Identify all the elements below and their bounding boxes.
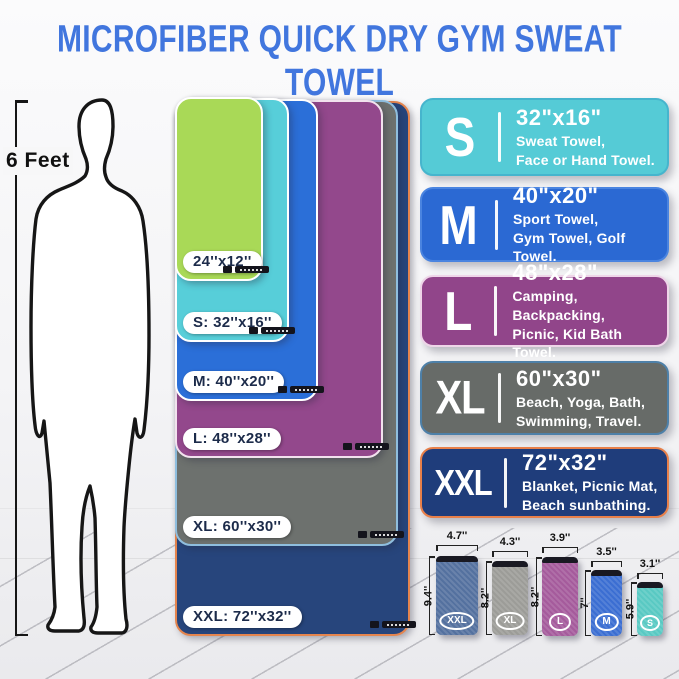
card-body: 60"x30" Beach, Yoga, Bath, Swimming, Tra… bbox=[501, 366, 645, 431]
card-letter: S bbox=[422, 106, 498, 167]
size-pill: XL: 60''x30'' bbox=[183, 516, 292, 538]
width-dimension: 4.3'' bbox=[492, 536, 528, 557]
card-size: 40"x20" bbox=[512, 182, 599, 208]
size-card-xl: XL 60"x30" Beach, Yoga, Bath, Swimming, … bbox=[420, 361, 669, 435]
card-size: 72"x32" bbox=[522, 450, 608, 476]
width-dimension: 4.7'' bbox=[436, 530, 478, 551]
card-desc-line1: Blanket, Picnic Mat, bbox=[522, 478, 658, 495]
width-dimension-label: 4.7'' bbox=[446, 530, 468, 542]
size-card-m: M 40"x20" Sport Towel, Gym Towel, Golf T… bbox=[420, 183, 669, 264]
card-letter-text: XL bbox=[435, 371, 485, 424]
width-dimension-label: 3.1'' bbox=[639, 558, 661, 570]
folded-towel-s: S bbox=[637, 582, 663, 636]
height-dimension: 7'' bbox=[579, 570, 591, 636]
brand-tag-icon bbox=[370, 621, 416, 628]
card-size: 48"x28" bbox=[512, 259, 598, 285]
width-dimension-label: 4.3'' bbox=[499, 536, 521, 548]
height-dimension: 9.4'' bbox=[422, 556, 435, 635]
folded-towel-l: L bbox=[542, 557, 578, 636]
card-divider bbox=[504, 457, 507, 508]
width-dimension: 3.9'' bbox=[542, 532, 578, 553]
card-divider bbox=[495, 199, 498, 250]
size-pill: XXL: 72''x32'' bbox=[183, 606, 302, 628]
folded-towel-label: L bbox=[548, 612, 572, 631]
height-dimension: 8.2'' bbox=[479, 561, 492, 635]
size-card-xxl: XXL 72"x32" Blanket, Picnic Mat, Beach s… bbox=[420, 447, 669, 518]
brand-tag-icon bbox=[249, 327, 295, 334]
height-dimension-label: 7'' bbox=[579, 597, 592, 609]
height-dimension: 8.2'' bbox=[529, 557, 542, 636]
folded-towel-m: M bbox=[591, 570, 622, 636]
brand-tag-icon bbox=[343, 443, 389, 450]
height-label: 6 Feet bbox=[3, 147, 73, 175]
card-divider bbox=[498, 373, 501, 423]
size-card-l: L 48"x28" Camping, Backpacking, Picnic, … bbox=[420, 260, 669, 360]
card-desc-line2: Beach sunbathing. bbox=[522, 497, 651, 513]
folded-towel-label: XXL bbox=[439, 611, 475, 630]
width-dimension-label: 3.5'' bbox=[596, 546, 617, 558]
folded-towel-xxl: XXL bbox=[436, 556, 478, 635]
card-desc-line1: Beach, Yoga, Bath, bbox=[516, 393, 646, 410]
brand-tag-icon bbox=[278, 386, 324, 393]
card-divider bbox=[498, 112, 501, 162]
card-desc-line2: Picnic, Kid Bath Towel. bbox=[512, 325, 623, 361]
card-letter: L bbox=[422, 280, 494, 341]
card-letter: XXL bbox=[422, 461, 504, 502]
card-letter: M bbox=[422, 194, 495, 255]
height-dimension-label: 8.2'' bbox=[529, 586, 542, 607]
card-size: 60"x30" bbox=[516, 365, 602, 391]
card-letter-text: S bbox=[444, 106, 476, 168]
card-desc-line1: Sweat Towel, bbox=[516, 132, 606, 149]
card-letter-text: L bbox=[444, 280, 473, 342]
card-body: 40"x20" Sport Towel, Gym Towel, Golf Tow… bbox=[498, 183, 667, 267]
width-dimension: 3.5'' bbox=[591, 546, 622, 567]
height-dimension: 5.9'' bbox=[624, 582, 637, 636]
stack-towel-mini: 24''x12'' bbox=[175, 97, 269, 281]
card-desc-line2: Face or Hand Towel. bbox=[516, 151, 655, 168]
card-body: 32"x16" Sweat Towel, Face or Hand Towel. bbox=[501, 105, 655, 170]
card-letter-text: M bbox=[439, 193, 478, 256]
height-measure-line bbox=[15, 100, 28, 636]
page-title: MICROFIBER QUICK DRY GYM SWEAT TOWEL bbox=[56, 18, 623, 104]
card-body: 72"x32" Blanket, Picnic Mat, Beach sunba… bbox=[507, 450, 657, 515]
width-dimension-label: 3.9'' bbox=[549, 532, 571, 544]
size-pill: M: 40''x20'' bbox=[183, 371, 285, 393]
card-desc-line1: Camping, Backpacking, bbox=[512, 287, 606, 323]
card-body: 48"x28" Camping, Backpacking, Picnic, Ki… bbox=[497, 260, 667, 363]
card-desc-line2: Gym Towel, Golf Towel. bbox=[512, 229, 626, 265]
height-dimension-label: 5.9'' bbox=[624, 598, 637, 620]
height-dimension-label: 9.4'' bbox=[422, 585, 435, 606]
width-dimension: 3.1'' bbox=[637, 558, 663, 579]
person-outline bbox=[29, 98, 151, 635]
card-desc-line2: Swimming, Travel. bbox=[516, 412, 642, 429]
folded-towel-label: XL bbox=[495, 611, 525, 630]
folded-towel-label: S bbox=[639, 614, 661, 631]
size-card-s: S 32"x16" Sweat Towel, Face or Hand Towe… bbox=[420, 98, 669, 176]
card-desc-line1: Sport Towel, bbox=[512, 210, 599, 227]
brand-tag-icon bbox=[358, 531, 404, 538]
card-letter-text: XXL bbox=[434, 461, 492, 503]
card-size: 32"x16" bbox=[516, 104, 602, 130]
folded-towel-label: M bbox=[594, 612, 619, 631]
card-letter: XL bbox=[422, 371, 498, 423]
card-divider bbox=[494, 286, 498, 336]
size-pill: L: 48''x28'' bbox=[183, 428, 281, 450]
brand-tag-icon bbox=[223, 266, 269, 273]
folded-towel-xl: XL bbox=[492, 561, 528, 635]
height-dimension-label: 8.2'' bbox=[479, 587, 492, 609]
